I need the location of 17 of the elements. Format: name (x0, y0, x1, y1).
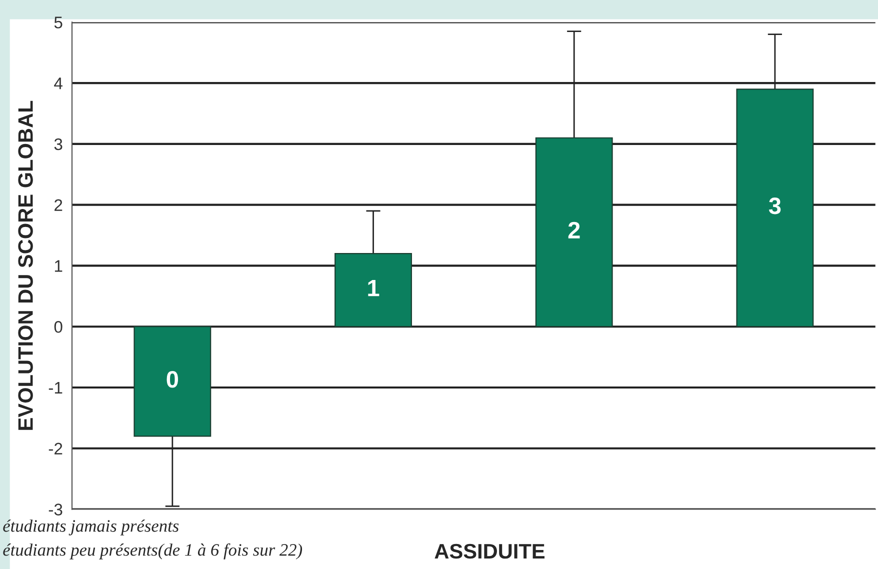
y-tick-label: 2 (54, 199, 62, 211)
y-tick-label: -1 (48, 382, 62, 394)
text: étudiants peu présents(de 1 à 6 fois sur 22) (3, 543, 302, 560)
y-axis-title: EVOLUTION DU SCORE GLOBAL (18, 100, 33, 430)
y-tick-label: -3 (48, 504, 62, 516)
bar (736, 88, 814, 328)
text: étudiants jamais présents (3, 520, 179, 536)
y-tick-label: 1 (54, 260, 62, 272)
y-tick-label: 4 (54, 78, 62, 90)
bar (535, 137, 613, 328)
bar (334, 252, 412, 328)
y-tick-label: 5 (54, 16, 62, 28)
bar (134, 326, 212, 437)
y-tick-label: 0 (54, 321, 62, 333)
y-tick-label: 3 (54, 138, 62, 150)
x-axis-title: ASSIDUITE (434, 544, 544, 559)
y-tick-label: -2 (48, 442, 62, 454)
